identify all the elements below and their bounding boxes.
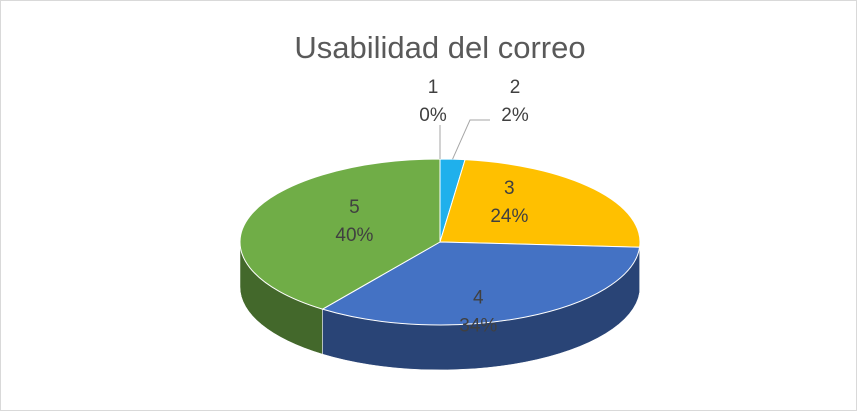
data-label-value: 0% [419, 105, 447, 126]
leader-line [452, 119, 490, 160]
data-label-category: 4 [473, 288, 484, 309]
data-label-value: 40% [335, 225, 373, 246]
data-label-value: 34% [459, 316, 497, 337]
data-label-category: 2 [510, 77, 521, 98]
data-label-value: 24% [490, 206, 528, 227]
slice [239, 158, 441, 310]
data-label-category: 3 [504, 178, 515, 199]
slice [439, 159, 641, 248]
chart-title: Usabilidad del correo [294, 30, 585, 65]
data-label-value: 2% [501, 105, 529, 126]
data-label-category: 1 [428, 77, 439, 98]
data-label-category: 5 [349, 197, 360, 218]
slice [321, 241, 641, 326]
